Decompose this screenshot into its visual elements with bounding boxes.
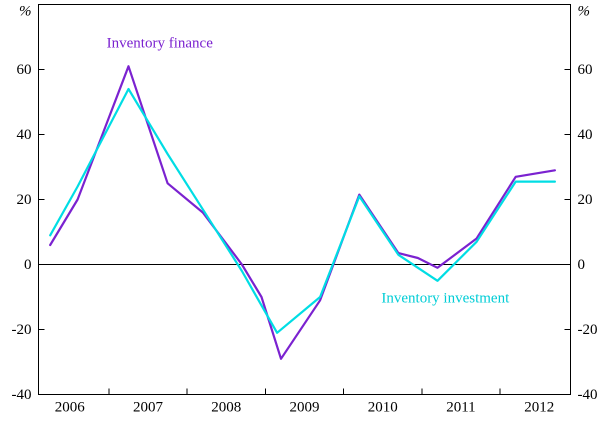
y-tick-label-right: -20 [578,322,598,338]
x-tick-label: 2010 [368,400,398,416]
y-tick-label-right: 20 [578,192,593,208]
y-tick-label-right: -40 [578,387,598,403]
series-line-inventory-finance [49,65,557,360]
series-label-inventory-investment: Inventory investment [381,290,510,307]
y-tick-label-left: -20 [12,322,32,338]
x-tick-label: 2011 [446,400,475,416]
y-axis-labels: -40 -40 -20 -20 0 0 20 20 40 40 60 60%% [12,4,598,404]
axis-ticks [38,69,571,395]
y-tick-label-left: 0 [24,257,32,273]
y-tick-label-left: 40 [17,127,32,143]
x-tick-label: 2012 [524,400,554,416]
y-tick-label-right: 40 [578,127,593,143]
y-tick-label-left: 60 [17,62,32,78]
y-unit-label-left: % [19,4,32,20]
x-tick-label: 2006 [55,400,86,416]
x-tick-label: 2009 [290,400,320,416]
x-axis-labels: 2006 2007 2008 2009 2010 2011 2012 [55,400,554,416]
series-label-inventory-finance: Inventory finance [106,35,213,51]
x-tick-label: 2007 [133,400,164,416]
y-tick-label-left: -40 [12,387,32,403]
x-tick-label: 2008 [211,400,241,416]
y-tick-label-left: 20 [17,192,32,208]
series-line-inventory-investment [49,87,557,334]
y-unit-label-right: % [578,4,591,20]
y-tick-label-right: 0 [578,257,586,273]
plot-frame [38,4,571,395]
y-tick-label-right: 60 [578,62,593,78]
